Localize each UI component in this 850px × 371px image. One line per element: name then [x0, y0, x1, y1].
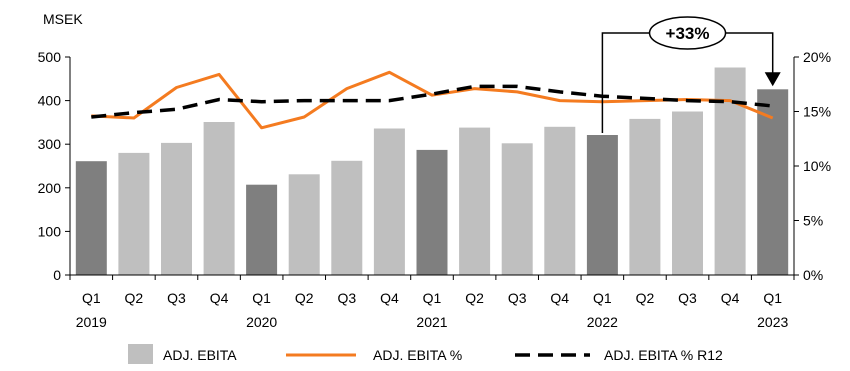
y-left-tick-label: 100	[38, 223, 62, 239]
bar	[118, 152, 150, 275]
axes: 0 100 200 300 400 500 0% 5% 10% 15% 20%	[38, 49, 831, 283]
bar-series	[75, 67, 789, 276]
x-axis-labels: Q1 Q2 Q3 Q4 Q1 Q2 Q3 Q4 Q1 Q2 Q3 Q4 Q1 Q2 Q3 Q4 Q1 2019 20…	[69, 275, 795, 330]
bar	[629, 118, 661, 276]
legend-label: ADJ. EBITA % R12	[604, 347, 723, 363]
legend-label: ADJ. EBITA %	[373, 347, 462, 363]
x-tick-label: Q4	[721, 290, 740, 306]
y-left-tick-label: 400	[38, 93, 62, 109]
x-year-label: 2023	[757, 314, 788, 330]
bar	[586, 135, 618, 275]
x-tick-label: Q1	[82, 290, 101, 306]
y-right-tick-label: 20%	[803, 49, 831, 65]
bar	[203, 122, 235, 275]
bar	[757, 89, 789, 275]
y-left-tick-label: 200	[38, 180, 62, 196]
bar	[459, 127, 491, 275]
bar	[75, 161, 107, 275]
bar	[416, 149, 448, 275]
unit-label: MSEK	[43, 11, 83, 27]
x-tick-label: Q2	[636, 290, 655, 306]
y-left-tick-label: 300	[38, 136, 62, 152]
x-tick-label: Q2	[465, 290, 484, 306]
annotation-label: +33%	[666, 24, 710, 43]
x-tick-label: Q1	[423, 290, 442, 306]
x-year-label: 2021	[416, 314, 447, 330]
bar	[714, 67, 746, 275]
line-series	[91, 70, 774, 130]
bar	[544, 126, 576, 275]
annotation-bubble	[648, 16, 727, 50]
bar	[501, 143, 533, 275]
legend-swatch-bar	[128, 344, 153, 364]
y-left-tick-label: 500	[38, 49, 62, 65]
growth-annotation: +33%	[601, 16, 781, 133]
x-tick-label: Q1	[593, 290, 612, 306]
y-right-tick-label: 10%	[803, 158, 831, 174]
bar	[288, 174, 320, 275]
y-right-tick-label: 0%	[803, 267, 823, 283]
x-year-label: 2022	[587, 314, 618, 330]
x-tick-label: Q1	[252, 290, 271, 306]
line-adj-ebita-pct	[91, 70, 774, 130]
bar	[161, 142, 192, 275]
y-right-tick-label: 5%	[803, 213, 823, 229]
x-tick-label: Q3	[167, 290, 186, 306]
x-tick-label: Q2	[125, 290, 144, 306]
x-tick-label: Q4	[210, 290, 229, 306]
x-tick-label: Q2	[295, 290, 314, 306]
x-tick-label: Q3	[508, 290, 527, 306]
x-tick-label: Q3	[678, 290, 697, 306]
x-tick-label: Q4	[380, 290, 399, 306]
line-adj-ebita-pct-r12	[91, 84, 773, 119]
legend-label: ADJ. EBITA	[163, 347, 237, 363]
y-left-tick-label: 0	[53, 267, 61, 283]
x-tick-label: Q3	[337, 290, 356, 306]
bar	[373, 128, 405, 275]
bar	[246, 184, 278, 275]
y-right-tick-label: 15%	[803, 104, 831, 120]
annotation-arrowhead	[764, 72, 781, 87]
x-tick-label: Q1	[763, 290, 782, 306]
x-year-label: 2020	[246, 314, 277, 330]
x-tick-label: Q4	[550, 290, 569, 306]
bar	[672, 111, 703, 275]
x-year-label: 2019	[76, 314, 107, 330]
bar	[331, 160, 363, 275]
legend: ADJ. EBITA ADJ. EBITA % ADJ. EBITA % R12	[128, 344, 723, 364]
